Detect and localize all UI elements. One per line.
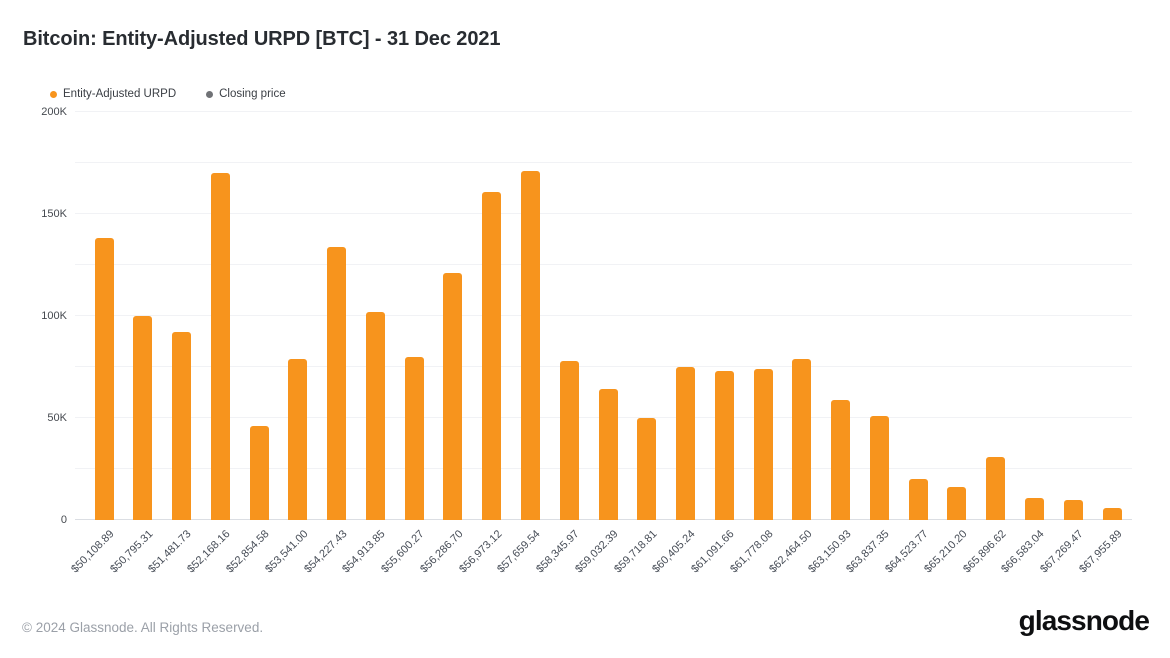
bar-$65,210.20[interactable] [947,487,967,520]
bar-$54,913.85[interactable] [365,311,385,520]
y-tick-label: 50K [47,412,67,424]
copyright-text: © 2024 Glassnode. All Rights Reserved. [22,620,264,635]
plot-area [75,111,1132,520]
y-tick-label: 100K [41,310,67,322]
bar-$65,896.62[interactable] [986,456,1006,520]
bar-$55,600.27[interactable] [404,356,424,520]
legend-item-closing-price[interactable]: Closing price [206,88,286,100]
y-tick-label: 200K [41,106,67,118]
legend-item-label: Closing price [219,88,286,100]
bar-$64,523.77[interactable] [908,479,928,520]
closing-price-legend-dot-icon [206,90,214,98]
gridline [75,366,1132,367]
y-tick-label: 0 [60,514,67,526]
bar-$63,150.93[interactable] [831,399,851,520]
bar-$67,269.47[interactable] [1063,499,1083,520]
glassnode-logo: glassnode [1018,605,1150,636]
gridline [75,264,1132,265]
gridline [75,111,1132,112]
bar-$62,464.50[interactable] [792,358,812,520]
bar-$52,854.58[interactable] [249,426,269,520]
bar-$51,481.73[interactable] [172,332,192,520]
bar-$59,032.39[interactable] [598,389,618,520]
legend-item-entity-adjusted-urpd[interactable]: Entity-Adjusted URPD [50,88,176,100]
page-title: Bitcoin: Entity-Adjusted URPD [BTC] - 31… [23,28,501,50]
bar-$66,583.04[interactable] [1024,497,1044,520]
legend: Entity-Adjusted URPD Closing price [50,88,286,100]
bar-$58,345.97[interactable] [559,360,579,520]
gridline [75,315,1132,316]
bar-$61,091.66[interactable] [714,371,734,520]
bar-$59,718.81[interactable] [637,418,657,520]
bar-$52,168.16[interactable] [210,173,230,520]
bar-$53,541.00[interactable] [288,358,308,520]
gridline [75,162,1132,163]
bar-$60,405.24[interactable] [676,367,696,520]
bar-$54,227.43[interactable] [327,246,347,520]
x-axis: $50,108.89 $50,795.31 $51,481.73 $52,168.16… [69,520,1132,610]
y-tick-label: 150K [41,208,67,220]
legend-item-label: Entity-Adjusted URPD [63,88,177,100]
bar-$50,108.89[interactable] [94,238,114,520]
y-axis: 0 50K 100K 150K 200K [0,106,67,526]
bar-$67,955.89[interactable] [1102,507,1122,520]
entity-adjusted-urpd-legend-dot-icon [50,90,57,98]
bar-$50,795.31[interactable] [133,316,153,520]
bar-$56,286.70[interactable] [443,273,463,520]
bar-$57,659.54[interactable] [520,171,540,520]
bar-$56,973.12[interactable] [482,191,502,520]
bar-$63,837.35[interactable] [869,415,889,520]
gridline [75,213,1132,214]
bar-$61,778.08[interactable] [753,369,773,520]
